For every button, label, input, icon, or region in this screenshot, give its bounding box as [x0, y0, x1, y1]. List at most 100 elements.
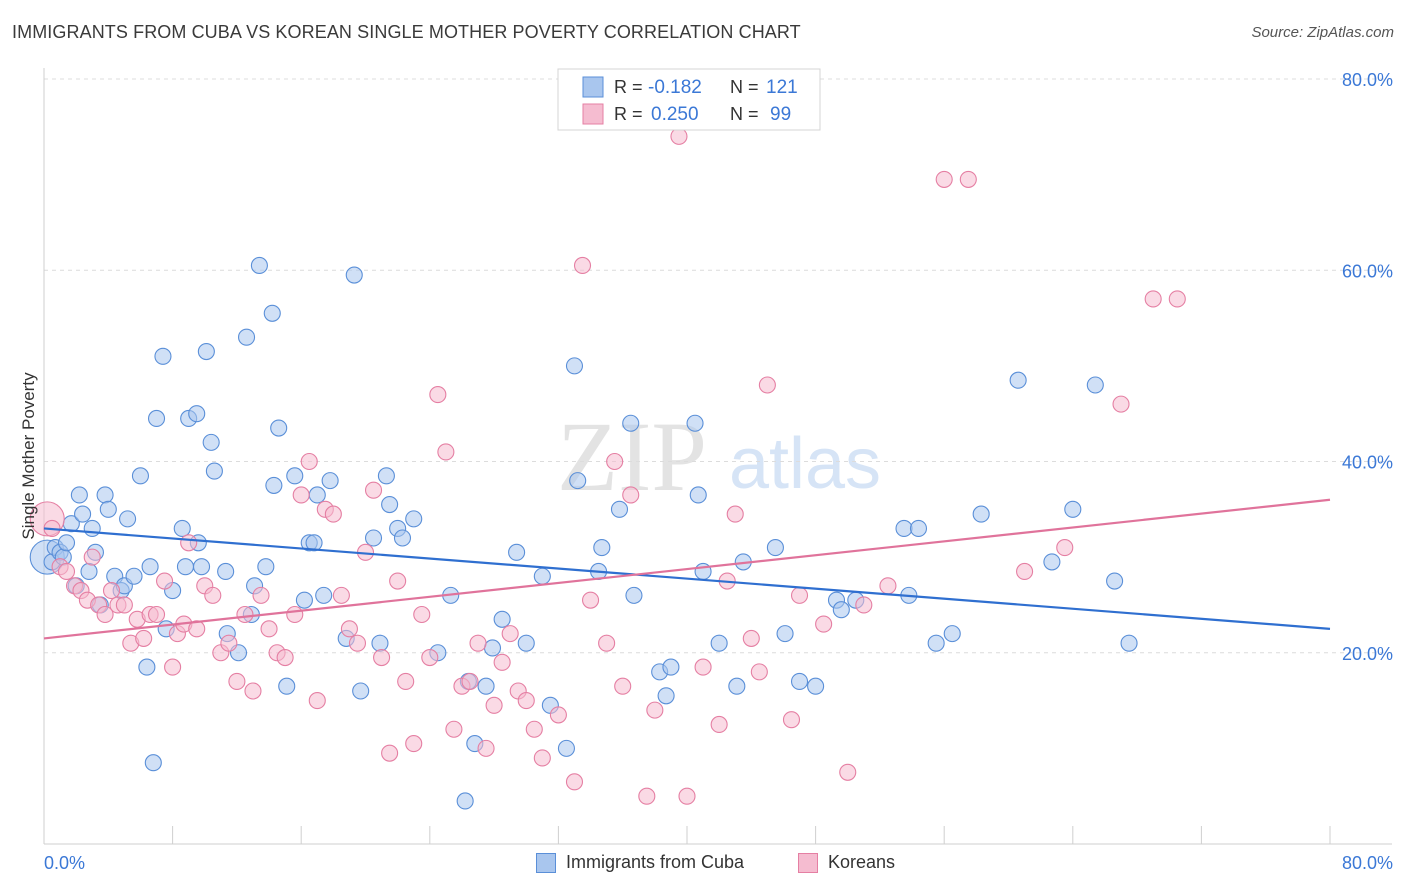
y-tick-label: 80.0% — [1342, 70, 1393, 90]
cuba-point — [565, 357, 584, 375]
korea-point — [156, 572, 174, 590]
cuba-point — [377, 467, 395, 485]
legend-r-label-korea: R = — [614, 104, 643, 124]
cuba-point — [493, 610, 511, 628]
korea-point — [839, 763, 857, 781]
cuba-point — [1086, 376, 1104, 394]
korea-point — [308, 692, 326, 710]
korea-point — [1016, 562, 1034, 581]
korea-point — [244, 682, 262, 700]
cuba-point — [265, 476, 283, 494]
cuba-point — [250, 256, 268, 275]
cuba-point — [657, 687, 675, 705]
bottom-legend-label-korea: Koreans — [828, 852, 896, 872]
korea-point — [405, 735, 423, 753]
cuba-point — [257, 558, 275, 576]
korea-point — [83, 548, 101, 566]
cuba-point — [96, 486, 114, 504]
cuba-point — [625, 586, 643, 604]
cuba-point — [263, 304, 281, 322]
cuba-point — [202, 433, 220, 451]
cuba-point — [188, 405, 206, 423]
bottom-legend: Immigrants from Cuba Koreans — [0, 852, 1406, 878]
cuba-point — [192, 558, 211, 576]
cuba-point — [295, 591, 313, 609]
cuba-point — [662, 658, 680, 676]
korea-point — [1056, 539, 1074, 557]
korea-point — [879, 577, 897, 595]
cuba-point — [315, 586, 333, 604]
korea-point — [638, 787, 656, 805]
trend-lines — [43, 498, 1331, 640]
korea-point — [710, 715, 728, 734]
korea-point — [164, 658, 182, 676]
top-legend: R = -0.182 N = 121 R = 0.250 N = 99 — [557, 68, 821, 131]
cuba-point — [57, 534, 76, 552]
korea-point — [115, 596, 133, 614]
korea-point — [726, 505, 744, 523]
cuba-point — [790, 672, 809, 690]
cuba-point — [456, 792, 474, 810]
korea-point — [348, 634, 367, 652]
cuba-point — [1009, 371, 1027, 389]
cuba-point — [217, 562, 235, 581]
cuba-point — [832, 601, 850, 619]
y-tick-label: 20.0% — [1342, 644, 1393, 664]
cuba-point — [147, 409, 166, 428]
korea-point — [461, 672, 479, 690]
cuba-point — [1043, 553, 1061, 571]
korea-point — [260, 620, 278, 638]
cuba-point — [141, 558, 159, 576]
korea-point — [292, 486, 310, 504]
cuba-point — [569, 472, 587, 490]
korea-point — [381, 744, 399, 762]
korea-point — [429, 386, 447, 404]
cuba-point — [895, 519, 913, 537]
cuba-point — [557, 739, 575, 757]
x-tick-label-min: 0.0% — [44, 853, 85, 873]
x-tick-label-max: 80.0% — [1342, 853, 1393, 873]
korea-point — [228, 672, 246, 690]
cuba-point — [138, 658, 156, 676]
cuba-point — [710, 634, 728, 652]
cuba-point — [776, 625, 794, 643]
cuba-point — [119, 510, 137, 528]
korea-point — [147, 605, 166, 624]
cuba-point — [517, 634, 535, 652]
korea-point — [477, 739, 495, 757]
cuba-point — [305, 534, 323, 552]
korea-point — [204, 586, 222, 604]
cuba-point — [622, 414, 640, 432]
legend-r-label-cuba: R = — [614, 77, 643, 97]
korea-point — [397, 672, 415, 690]
legend-n-value-korea: 99 — [770, 104, 791, 125]
cuba-point — [70, 486, 88, 504]
cuba-point — [83, 519, 101, 537]
korea-point — [959, 170, 977, 188]
korea-point — [1168, 290, 1186, 308]
korea-point — [606, 452, 624, 471]
korea-point — [332, 586, 350, 604]
korea-point — [135, 629, 153, 647]
cuba-point — [286, 467, 304, 485]
korea-point — [276, 648, 294, 667]
korea-point — [533, 749, 551, 767]
cuba-point — [728, 677, 746, 695]
cuba-point — [364, 529, 383, 547]
korea-point — [324, 505, 342, 523]
y-tick-label: 40.0% — [1342, 453, 1393, 473]
korea-point — [750, 663, 768, 681]
korea-point — [1112, 395, 1130, 413]
korea-point — [340, 620, 358, 638]
cuba-point — [927, 634, 945, 652]
korea-point — [694, 658, 712, 676]
korea-point — [96, 605, 114, 624]
cuba-point — [270, 419, 288, 437]
cuba-point — [345, 266, 363, 284]
korea-point — [549, 706, 567, 724]
cuba-point — [99, 500, 117, 518]
cuba-point — [393, 529, 412, 547]
korea-point — [525, 720, 543, 738]
cuba-point — [74, 505, 92, 523]
